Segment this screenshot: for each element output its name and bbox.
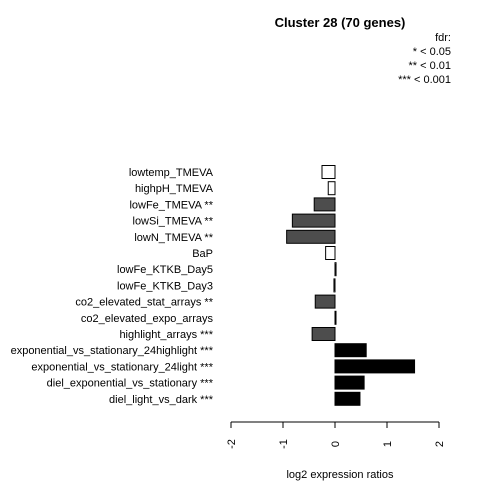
category-labels: lowtemp_TMEVA highpH_TMEVA lowFe_TMEVA ** l… xyxy=(11,167,214,406)
category-label-4: lowSi_TMEVA ** xyxy=(133,216,214,228)
category-label-3: lowFe_TMEVA ** xyxy=(129,199,213,211)
category-label-9: co2_elevated_stat_arrays ** xyxy=(75,297,213,309)
category-label-13: exponential_vs_stationary_24light *** xyxy=(31,361,213,373)
x-tick-label-2: -1 xyxy=(278,439,290,449)
legend-entry-1: * < 0.05 xyxy=(413,46,451,58)
bar-13 xyxy=(334,359,416,374)
bars-group xyxy=(286,165,416,406)
category-label-5: lowN_TMEVA ** xyxy=(134,232,213,244)
bar-12 xyxy=(334,343,367,358)
category-label-6: BaP xyxy=(192,248,213,260)
legend-entry-3: *** < 0.001 xyxy=(398,74,451,86)
x-tick-label-5: 2 xyxy=(434,441,446,447)
x-tick-label-4: 1 xyxy=(382,441,394,447)
bar-9 xyxy=(314,294,336,309)
bar-11 xyxy=(311,327,336,341)
bar-10 xyxy=(334,310,337,325)
bar-15 xyxy=(334,391,361,406)
bar-6 xyxy=(325,246,336,260)
legend-title: fdr: xyxy=(435,32,451,44)
bar-1 xyxy=(321,165,336,179)
legend-entry-2: ** < 0.01 xyxy=(408,60,451,72)
legend: fdr: * < 0.05 ** < 0.01 *** < 0.001 xyxy=(398,32,451,86)
bar-5 xyxy=(286,229,336,244)
bar-4 xyxy=(291,213,336,228)
bar-14 xyxy=(334,375,365,390)
category-label-10: co2_elevated_expo_arrays xyxy=(81,313,214,325)
x-axis: -2 -1 0 1 2 xyxy=(226,421,446,449)
category-label-2: highpH_TMEVA xyxy=(135,183,214,195)
bar-2 xyxy=(327,181,336,196)
x-tick-label-3: 0 xyxy=(330,441,342,447)
category-label-12: exponential_vs_stationary_24highlight **… xyxy=(11,345,214,357)
category-label-11: highlight_arrays *** xyxy=(119,329,213,341)
category-label-8: lowFe_KTKB_Day3 xyxy=(117,280,213,292)
chart-title: Cluster 28 (70 genes) xyxy=(275,15,406,30)
x-axis-label: log2 expression ratios xyxy=(286,469,394,481)
category-label-15: diel_light_vs_dark *** xyxy=(109,394,214,406)
bar-7 xyxy=(334,262,337,277)
category-label-7: lowFe_KTKB_Day5 xyxy=(117,264,213,276)
category-label-1: lowtemp_TMEVA xyxy=(129,167,214,179)
bar-3 xyxy=(313,197,336,212)
bar-8 xyxy=(333,278,336,293)
category-label-14: diel_exponential_vs_stationary *** xyxy=(47,378,214,390)
x-tick-label-1: -2 xyxy=(226,439,238,449)
